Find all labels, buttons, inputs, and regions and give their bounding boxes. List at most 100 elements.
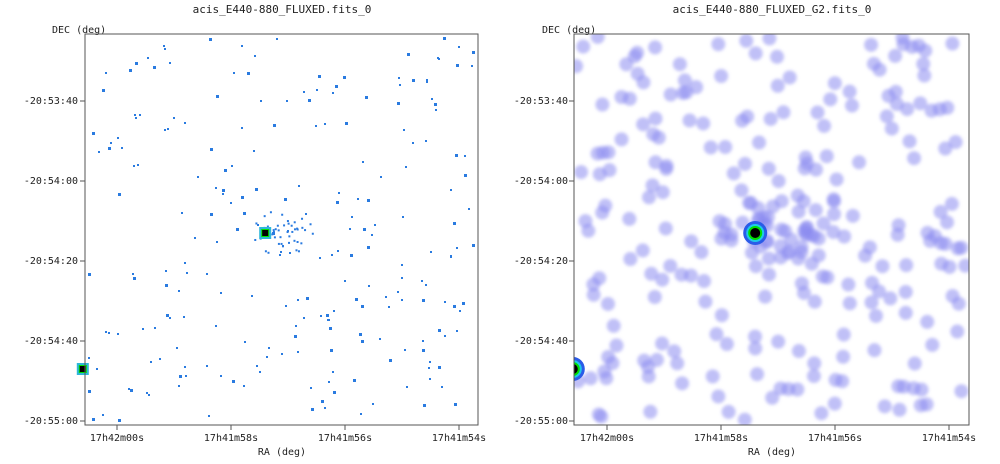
blob — [659, 161, 674, 176]
blob — [761, 251, 776, 266]
pixel — [388, 306, 390, 308]
blob — [796, 285, 811, 300]
blob — [609, 338, 624, 353]
pixel — [134, 114, 136, 116]
blob — [933, 204, 948, 219]
pixel — [362, 161, 364, 163]
pixel — [443, 37, 446, 40]
pixel — [301, 217, 304, 220]
pixel — [345, 122, 348, 125]
source-core — [79, 366, 86, 372]
pixel — [403, 129, 405, 131]
blob — [920, 225, 935, 240]
pixel — [164, 48, 166, 50]
pixel — [284, 198, 287, 201]
pixel — [186, 272, 188, 274]
pixel — [105, 331, 107, 333]
blob — [907, 356, 922, 371]
blob — [595, 97, 610, 112]
blob — [945, 36, 960, 51]
blob — [827, 207, 842, 222]
pixel — [318, 75, 321, 78]
blob — [938, 141, 953, 156]
pixel — [92, 418, 95, 421]
left-plot-frame — [84, 33, 479, 426]
pixel — [438, 329, 441, 332]
pixel — [139, 114, 141, 116]
pixel — [206, 365, 208, 367]
pixel — [298, 185, 300, 187]
blob — [748, 46, 763, 61]
right-y-ticks: -20:53:40 -20:54:00 -20:54:20 -20:54:40 … — [514, 96, 574, 427]
left-ytick-label: -20:55:00 — [24, 416, 78, 427]
pixel — [296, 241, 299, 244]
blob — [807, 294, 822, 309]
pixel — [232, 380, 235, 383]
pixel — [132, 273, 134, 275]
pixel — [434, 103, 437, 106]
blob — [637, 353, 652, 368]
pixel — [263, 215, 266, 218]
blob — [644, 266, 659, 281]
pixel — [309, 223, 312, 226]
pixel — [363, 228, 366, 231]
blob — [810, 105, 825, 120]
pixel — [368, 285, 370, 287]
blob — [907, 151, 922, 166]
blob — [592, 271, 607, 286]
pixel — [260, 100, 262, 102]
pixel — [472, 244, 475, 247]
blob — [601, 145, 616, 160]
pixel — [319, 257, 321, 259]
pixel — [266, 356, 268, 358]
blob — [636, 75, 651, 90]
pixel — [254, 238, 257, 241]
pixel — [315, 125, 317, 127]
blob — [647, 290, 662, 305]
left-xtick-label: 17h41m54s — [432, 433, 486, 444]
blob — [627, 49, 642, 64]
right-ytick-label: -20:54:20 — [514, 256, 568, 267]
pixel — [118, 419, 121, 422]
blob — [765, 390, 780, 405]
blob — [740, 109, 755, 124]
pixel — [306, 297, 309, 300]
blob — [663, 87, 678, 102]
blob — [763, 111, 778, 126]
pixel — [251, 295, 253, 297]
blob — [916, 56, 931, 71]
pixel — [329, 327, 332, 330]
blob — [875, 259, 890, 274]
blob — [845, 208, 860, 223]
blob — [623, 252, 638, 267]
right-xtick-label: 17h41m54s — [922, 433, 976, 444]
blob — [721, 404, 736, 419]
pixel — [444, 301, 446, 303]
left-ytick-label: -20:53:40 — [24, 96, 78, 107]
pixel — [458, 46, 460, 48]
pixel — [296, 227, 299, 230]
pixel — [294, 335, 297, 338]
panel-right: acis_E440-880_FLUXED_G2.fits_0 DEC (deg)… — [514, 3, 976, 458]
pixel — [241, 45, 243, 47]
blob — [590, 146, 605, 161]
blob — [675, 86, 690, 101]
blob — [762, 267, 777, 282]
blob — [852, 155, 867, 170]
right-ytick-label: -20:54:00 — [514, 176, 568, 187]
pixel — [272, 229, 275, 232]
blob — [592, 167, 607, 182]
blob — [614, 132, 629, 147]
pixel — [316, 89, 318, 91]
pixel — [405, 166, 407, 168]
pixel — [402, 216, 404, 218]
pixel — [255, 222, 258, 225]
blob — [694, 245, 709, 260]
pixel — [216, 241, 218, 243]
pixel — [441, 386, 443, 388]
pixel — [401, 264, 403, 266]
blob — [709, 327, 724, 342]
blob — [864, 37, 879, 52]
pixel — [264, 250, 267, 253]
pixel — [437, 57, 439, 59]
